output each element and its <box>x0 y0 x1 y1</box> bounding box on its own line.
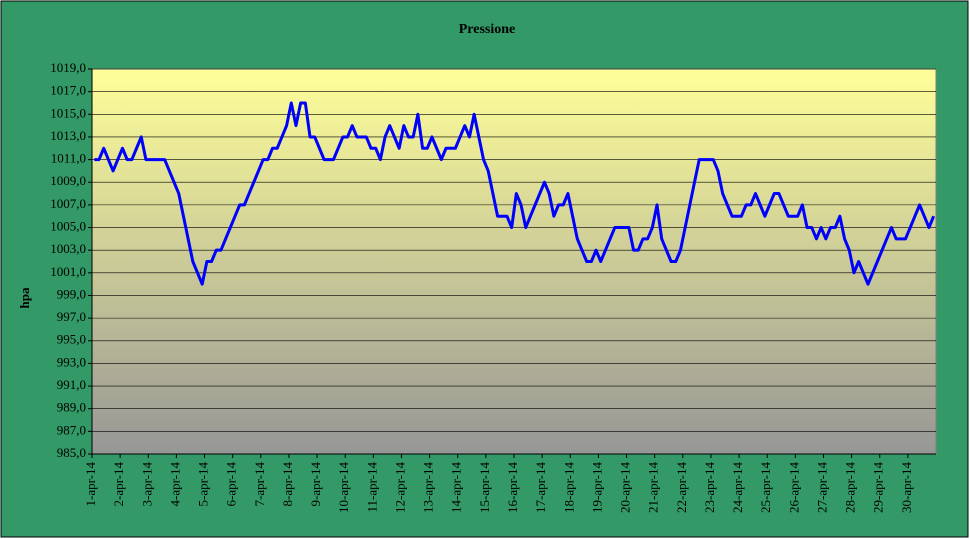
x-tick-label: 18-apr-14 <box>561 462 576 513</box>
x-tick-label: 3-apr-14 <box>139 462 154 507</box>
x-tick-label: 4-apr-14 <box>167 462 182 507</box>
y-tick-label: 997,0 <box>57 309 86 324</box>
x-tick-label: 13-apr-14 <box>421 462 436 513</box>
y-tick-label: 1007,0 <box>50 196 86 211</box>
y-tick-label: 1009,0 <box>50 173 86 188</box>
y-tick-label: 1011,0 <box>51 151 86 166</box>
y-tick-label: 993,0 <box>57 354 86 369</box>
x-tick-label: 14-apr-14 <box>449 462 464 513</box>
x-tick-label: 8-apr-14 <box>280 462 295 507</box>
x-tick-label: 21-apr-14 <box>646 462 661 513</box>
x-tick-label: 22-apr-14 <box>674 462 689 513</box>
x-tick-label: 17-apr-14 <box>533 462 548 513</box>
y-tick-label: 1001,0 <box>50 264 86 279</box>
y-tick-label: 1003,0 <box>50 241 86 256</box>
x-tick-label: 23-apr-14 <box>702 462 717 513</box>
y-tick-label: 1019,0 <box>50 60 86 75</box>
x-tick-label: 28-apr-14 <box>843 462 858 513</box>
y-tick-label: 1015,0 <box>50 105 86 120</box>
x-tick-label: 6-apr-14 <box>224 462 239 507</box>
y-tick-label: 985,0 <box>57 445 86 460</box>
x-tick-label: 11-apr-14 <box>364 462 379 513</box>
y-tick-label: 995,0 <box>57 332 86 347</box>
y-tick-label: 1005,0 <box>50 219 86 234</box>
plot-area <box>91 68 937 455</box>
y-tick-label: 989,0 <box>57 400 86 415</box>
y-tick-label: 1017,0 <box>50 83 86 98</box>
y-tick-label: 1013,0 <box>50 128 86 143</box>
x-tick-label: 7-apr-14 <box>252 462 267 507</box>
y-axis-label: hpa <box>17 287 32 308</box>
x-tick-label: 12-apr-14 <box>392 462 407 513</box>
x-tick-label: 25-apr-14 <box>758 462 773 513</box>
y-tick-label: 999,0 <box>57 286 86 301</box>
x-tick-label: 30-apr-14 <box>899 462 914 513</box>
x-tick-label: 29-apr-14 <box>871 462 886 513</box>
x-tick-label: 15-apr-14 <box>477 462 492 513</box>
chart-title: Pressione <box>459 22 516 37</box>
data-line <box>94 101 936 286</box>
x-tick-label: 2-apr-14 <box>111 462 126 507</box>
x-tick-label: 24-apr-14 <box>730 462 745 513</box>
x-tick-label: 20-apr-14 <box>618 462 633 513</box>
x-tick-label: 16-apr-14 <box>505 462 520 513</box>
x-tick-label: 9-apr-14 <box>308 462 323 507</box>
x-tick-label: 27-apr-14 <box>814 462 829 513</box>
x-tick-label: 5-apr-14 <box>196 462 211 507</box>
x-tick-label: 26-apr-14 <box>786 462 801 513</box>
y-tick-label: 987,0 <box>57 422 86 437</box>
x-tick-label: 10-apr-14 <box>336 462 351 513</box>
x-tick-label: 19-apr-14 <box>589 462 604 513</box>
y-tick-label: 991,0 <box>57 377 86 392</box>
x-tick-label: 1-apr-14 <box>83 462 98 507</box>
